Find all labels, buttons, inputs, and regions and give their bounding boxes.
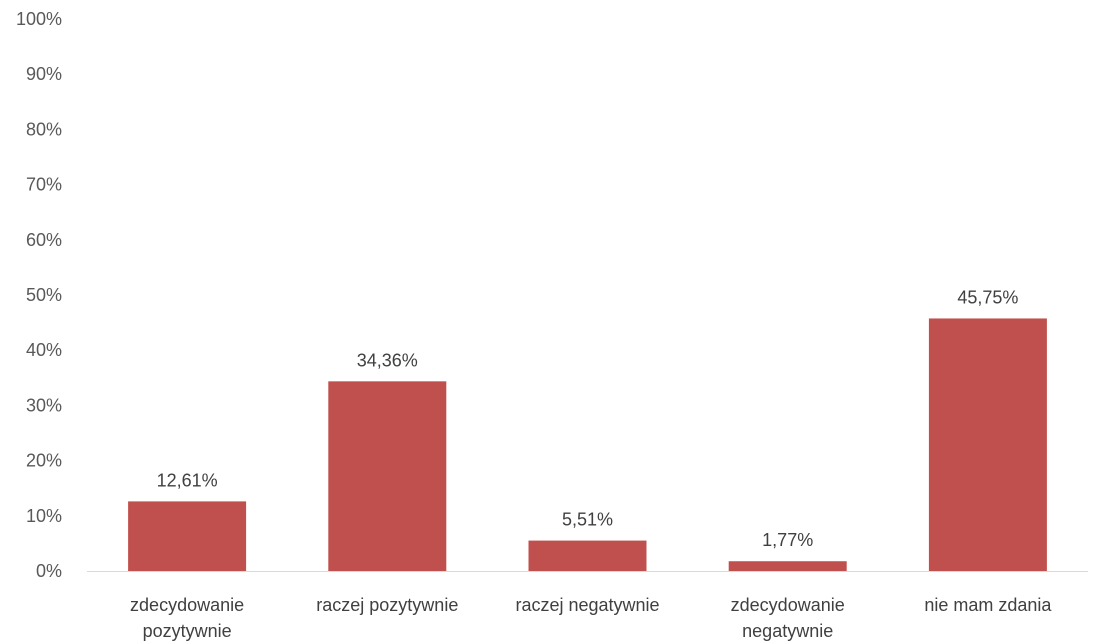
bar-value-label: 1,77% [762, 530, 813, 550]
bar [728, 561, 847, 571]
x-category-label: nie mam zdania [924, 595, 1052, 615]
x-category-label-line: zdecydowanie [130, 595, 244, 615]
y-tick-label: 50% [26, 285, 62, 305]
bar-value-label: 5,51% [562, 510, 613, 530]
y-tick-label: 80% [26, 119, 62, 139]
bar [128, 501, 247, 571]
x-category-label: zdecydowanie negatywnie [731, 595, 845, 641]
x-category-label: raczej pozytywnie [316, 595, 458, 615]
x-category-label-line: nie mam zdania [924, 595, 1052, 615]
x-category-label: zdecydowanie pozytywnie [130, 595, 244, 641]
x-category-label-line: zdecydowanie [731, 595, 845, 615]
x-category-label-line: pozytywnie [143, 621, 232, 641]
y-tick-label: 20% [26, 451, 62, 471]
data-labels: 12,61% 34,36% 5,51% 1,77% 45,75% [157, 287, 1019, 550]
y-tick-label: 40% [26, 340, 62, 360]
bar-value-label: 34,36% [357, 350, 418, 370]
bar [928, 318, 1047, 571]
x-category-label-line: raczej negatywnie [515, 595, 659, 615]
y-tick-label: 0% [36, 561, 62, 581]
bars [128, 318, 1047, 571]
x-axis-category-labels: zdecydowanie pozytywnie raczej pozytywnie r… [130, 595, 1052, 641]
bar-value-label: 12,61% [157, 470, 218, 490]
y-tick-label: 70% [26, 175, 62, 195]
y-tick-label: 30% [26, 395, 62, 415]
x-category-label-line: negatywnie [742, 621, 833, 641]
bar [328, 381, 447, 571]
x-category-label-line: raczej pozytywnie [316, 595, 458, 615]
bar-value-label: 45,75% [957, 287, 1018, 307]
bar [528, 540, 647, 571]
y-tick-label: 10% [26, 506, 62, 526]
y-axis-tick-labels: 0% 10% 20% 30% 40% 50% 60% 70% 80% 90% 100% [16, 9, 62, 581]
y-tick-label: 60% [26, 230, 62, 250]
y-tick-label: 90% [26, 64, 62, 84]
y-tick-label: 100% [16, 9, 62, 29]
x-category-label: raczej negatywnie [515, 595, 659, 615]
